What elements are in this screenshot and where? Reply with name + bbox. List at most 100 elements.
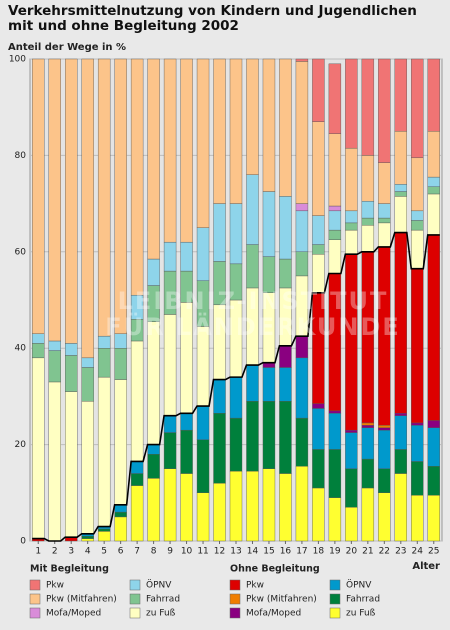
bar-segment [163,58,177,243]
bar-segment [427,176,440,187]
bar-segment [32,357,45,539]
bar-segment [246,364,259,402]
bar-segment [427,234,440,421]
bar-segment [378,217,391,224]
bar-segment [378,222,391,248]
x-tick-label: 15 [263,547,274,557]
bar-segment [229,203,243,265]
bar-segment [163,415,177,433]
bar-segment [295,251,309,277]
x-tick-label: 24 [412,547,424,557]
bar-segment [411,268,424,424]
bar-segment [411,425,424,462]
x-tick-label: 10 [181,547,193,557]
bar-segment [97,528,111,532]
bar-segment [411,461,424,496]
y-tick-label: 40 [15,344,27,354]
bar-segment [328,497,342,542]
legend-swatch [29,579,41,591]
y-tick-label: 60 [15,247,27,257]
chart-title: Verkehrsmittelnutzung von Kindern und Ju… [8,3,417,34]
bar-segment [394,184,407,192]
bar-segment [213,379,226,414]
bar-segment [312,487,325,542]
bar-segment [361,155,375,202]
x-tick-label: 3 [68,547,74,557]
y-tick-label: 20 [15,440,27,450]
legend-swatch [29,607,41,619]
bar-segment [411,220,424,231]
bar-segment [32,333,45,344]
bar-segment [130,58,144,296]
bar-segment [361,427,375,460]
bar-segment [394,413,407,416]
bar-segment [345,468,358,508]
bar-segment [345,147,358,212]
bar-segment [64,58,78,344]
bar-segment [427,466,440,496]
bar-segment [312,449,325,489]
bar-segment [130,485,144,542]
bar-segment [279,367,292,402]
bar-segment [48,350,61,383]
bar-segment [81,58,94,359]
x-tick-label: 12 [214,547,225,557]
bar-segment [114,511,127,518]
bar-segment [394,131,407,185]
bar-segment [295,210,309,253]
bar-segment [427,186,440,195]
bars [32,58,440,542]
bar-segment [229,417,243,472]
legend-swatch [29,593,41,605]
bar-segment [361,58,375,156]
bar-segment [427,58,440,132]
bar-segment [328,449,342,498]
bar-segment [411,229,424,269]
bar-segment [328,205,342,212]
x-tick-label: 17 [296,547,307,557]
bar-segment [64,355,78,392]
bar-segment [196,405,210,440]
bar-segment [295,203,309,212]
legend-swatch [129,607,141,619]
x-tick-label: 11 [197,547,208,557]
bar-segment [180,473,193,542]
bar-segment [411,422,424,426]
bar-segment [427,495,440,542]
bar-segment [427,131,440,178]
bar-segment [361,422,375,426]
legend-label: Mofa/Moped [46,609,101,619]
x-tick-label: 25 [428,547,439,557]
bar-segment [262,367,276,402]
bar-segment [411,58,424,159]
bar-segment [163,468,177,542]
y-tick-label: 100 [9,55,26,65]
legend-swatch [329,593,341,605]
bar-segment [180,241,193,272]
bar-segment [180,429,193,474]
bar-segment [295,61,309,204]
x-tick-label: 8 [151,547,157,557]
bar-segment [81,538,94,542]
bar-segment [196,492,210,542]
bar-segment [279,473,292,542]
bar-segment [378,468,391,494]
bar-segment [378,203,391,219]
bar-segment [328,410,342,414]
bar-segment [295,357,309,419]
bar-segment [114,516,127,542]
x-tick-label: 5 [101,547,107,557]
bar-segment [279,196,292,260]
bar-segment [411,157,424,212]
bar-segment [130,461,144,474]
bar-segment [427,420,440,428]
legend-label: Pkw [46,581,64,591]
bar-segment [180,413,193,431]
bar-segment [378,492,391,542]
bar-segment [361,217,375,226]
bar-segment [361,458,375,489]
x-tick-label: 13 [230,547,241,557]
bar-segment [130,473,144,486]
bar-segment [378,427,391,431]
